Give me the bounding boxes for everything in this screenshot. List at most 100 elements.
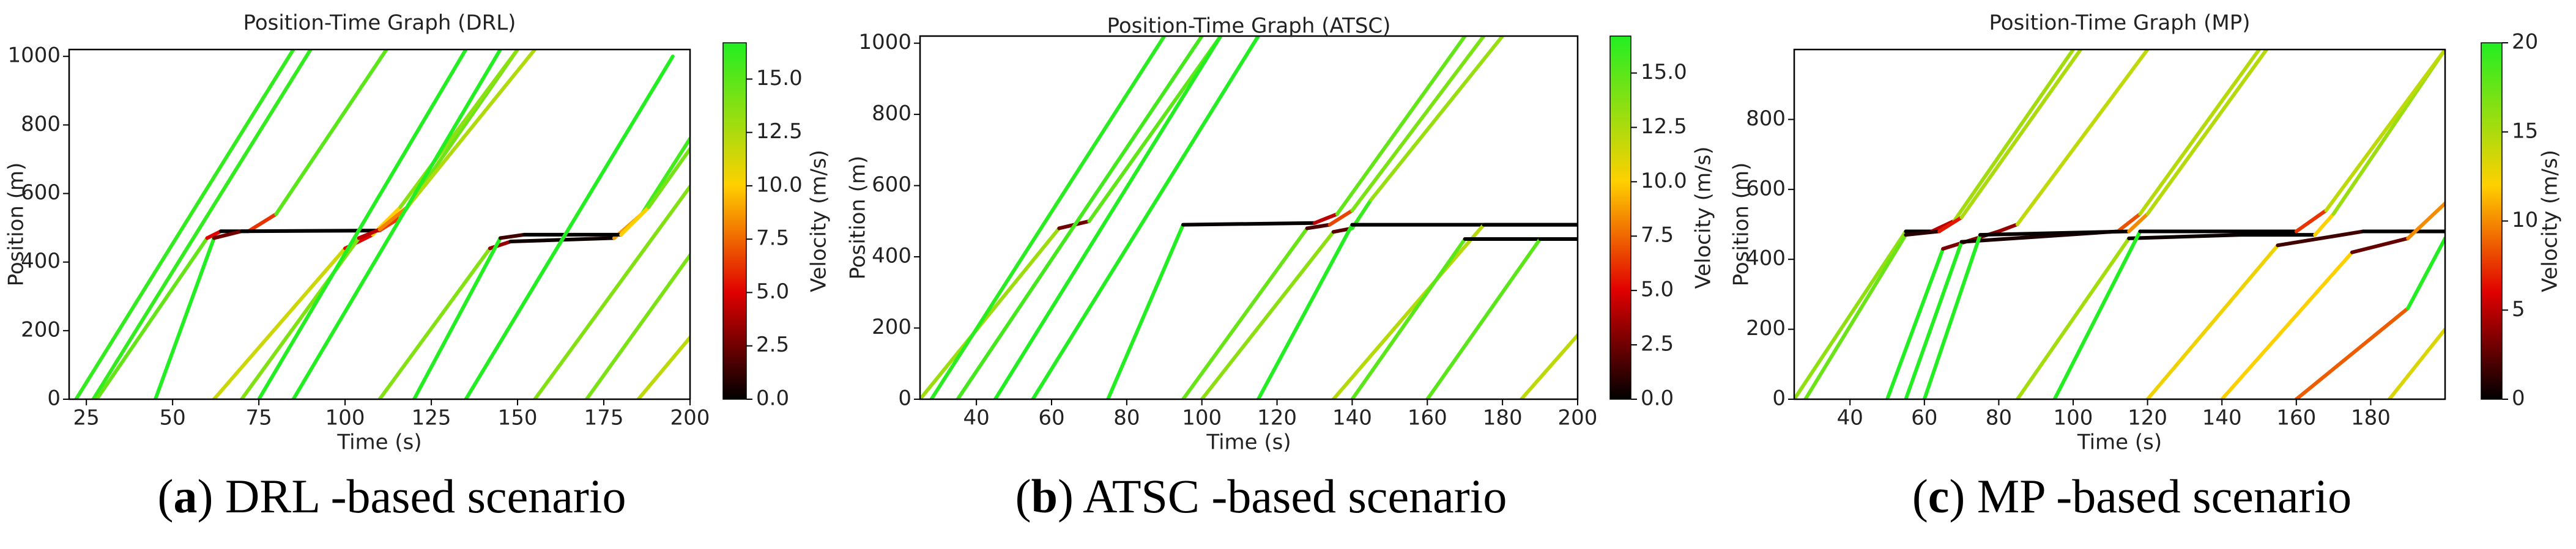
trajectory-segment: [412, 236, 502, 399]
trajectory-segment: [1106, 223, 1185, 399]
colorbar-tick-label: 0.0: [1641, 386, 1674, 411]
x-tick-label: 200: [1558, 406, 1598, 430]
y-tick-label: 0: [47, 386, 61, 411]
trajectory-segment: [247, 212, 278, 234]
trajectory-segment: [1425, 237, 1542, 399]
colorbar-tick-label: 2.5: [756, 333, 789, 357]
y-tick-label: 0: [898, 386, 911, 411]
colorbar-tick-label: 15: [2512, 119, 2538, 143]
caption-part: ) ATSC -based scenario: [1058, 470, 1507, 523]
trajectories: [74, 50, 690, 399]
caption-part: c: [1928, 470, 1950, 523]
x-tick-label: 140: [1332, 406, 1372, 430]
trajectory-segment: [2015, 50, 2150, 226]
y-tick-label: 1000: [858, 30, 911, 54]
x-tick-label: 125: [412, 406, 451, 430]
colorbar-label: Velocity (m/s): [2538, 150, 2563, 292]
colorbar: [2481, 42, 2503, 400]
caption: (a) DRL -based scenario: [158, 470, 626, 523]
trajectory-segment: [2350, 236, 2410, 254]
trajectory-segment: [2127, 212, 2150, 234]
trajectory-segment: [956, 36, 1204, 399]
x-tick-label: 80: [1113, 406, 1140, 430]
colorbar: [722, 42, 747, 400]
trajectory-segment: [1803, 233, 1908, 399]
colorbar-tick-label: 5.0: [1641, 278, 1674, 302]
trajectory-segment: [1952, 50, 2075, 223]
trajectory-segment: [2294, 208, 2328, 234]
y-tick-label: 400: [872, 244, 911, 268]
trajectory-segment: [1350, 237, 1467, 399]
x-tick-label: 120: [1257, 406, 1297, 430]
trajectory-segment: [636, 336, 690, 399]
trajectory-segment: [2406, 236, 2445, 311]
colorbar-tick-label: 5.0: [756, 279, 789, 304]
trajectory-segment: [91, 50, 313, 399]
trajectory-segment: [2145, 243, 2280, 399]
x-tick-label: 75: [246, 406, 272, 430]
caption-part: (: [1015, 470, 1031, 523]
x-tick-label: 100: [2054, 406, 2093, 430]
caption-part: ) DRL -based scenario: [197, 470, 626, 523]
colorbar-tick-label: 10.0: [1641, 169, 1687, 193]
colorbar-tick-label: 12.5: [756, 119, 803, 144]
x-tick-label: 25: [73, 406, 100, 430]
y-axis-label: Position (m): [846, 156, 870, 280]
colorbar-tick-label: 2.5: [1641, 332, 1674, 356]
trajectory-segment: [2052, 229, 2142, 399]
trajectory-segment: [398, 50, 520, 209]
trajectory-segment: [2138, 50, 2261, 216]
x-tick-label: 80: [1986, 406, 2012, 430]
y-tick-label: 200: [21, 317, 61, 342]
y-axis-label: Position (m): [1729, 163, 1754, 287]
plot-frame: [68, 48, 691, 400]
y-axis-label: Position (m): [4, 163, 29, 287]
x-tick-label: 60: [1038, 406, 1064, 430]
trajectory-segment: [74, 50, 295, 399]
trajectory-segment: [357, 227, 382, 240]
colorbar-tick-label: 12.5: [1641, 114, 1687, 139]
trajectory-segment: [1978, 229, 2131, 237]
colorbar-label: Velocity (m/s): [1691, 146, 1716, 289]
caption-part: (: [1912, 470, 1928, 523]
y-tick-label: 800: [21, 112, 61, 136]
trajectory-segment: [377, 205, 409, 232]
x-tick-label: 180: [2351, 406, 2391, 430]
trajectory-segment: [212, 229, 243, 240]
x-tick-label: 100: [1182, 406, 1222, 430]
trajectory-segment: [153, 236, 216, 399]
trajectory-segment: [2145, 50, 2269, 216]
trajectory-segment: [619, 205, 651, 237]
y-tick-label: 400: [21, 249, 61, 273]
caption-part: (: [158, 470, 174, 523]
colorbar-tick-label: 0.0: [756, 386, 789, 411]
trajectory-segment: [2387, 327, 2445, 399]
x-tick-label: 175: [584, 406, 624, 430]
trajectory-segment: [257, 50, 468, 399]
trajectory-segment: [1794, 229, 1908, 399]
x-tick-label: 50: [160, 406, 186, 430]
caption-part: a: [173, 470, 197, 523]
trajectory-segment: [1335, 36, 1467, 216]
trajectory-segment: [1997, 223, 2019, 234]
trajectory-segment: [1519, 333, 1578, 399]
caption-part: b: [1031, 470, 1058, 523]
colorbar-tick-label: 7.5: [756, 226, 789, 251]
x-axis-label: Time (s): [1206, 430, 1291, 455]
trajectory-segment: [1087, 36, 1223, 223]
trajectory-segment: [1904, 240, 1964, 399]
trajectory-segment: [1959, 50, 2083, 219]
colorbar-tick-label: 7.5: [1641, 223, 1674, 248]
y-tick-label: 0: [1772, 386, 1786, 411]
trajectory-segment: [1256, 223, 1354, 399]
x-tick-label: 180: [1483, 406, 1523, 430]
y-tick-label: 600: [872, 172, 911, 197]
trajectory-segment: [1200, 230, 1335, 399]
x-tick-label: 40: [963, 406, 990, 430]
chart-title: Position-Time Graph (DRL): [243, 11, 516, 35]
plot-frame: [919, 35, 1579, 400]
trajectory-segment: [1369, 36, 1505, 202]
trajectory-segment: [1181, 221, 1316, 227]
x-tick-label: 120: [2128, 406, 2167, 430]
